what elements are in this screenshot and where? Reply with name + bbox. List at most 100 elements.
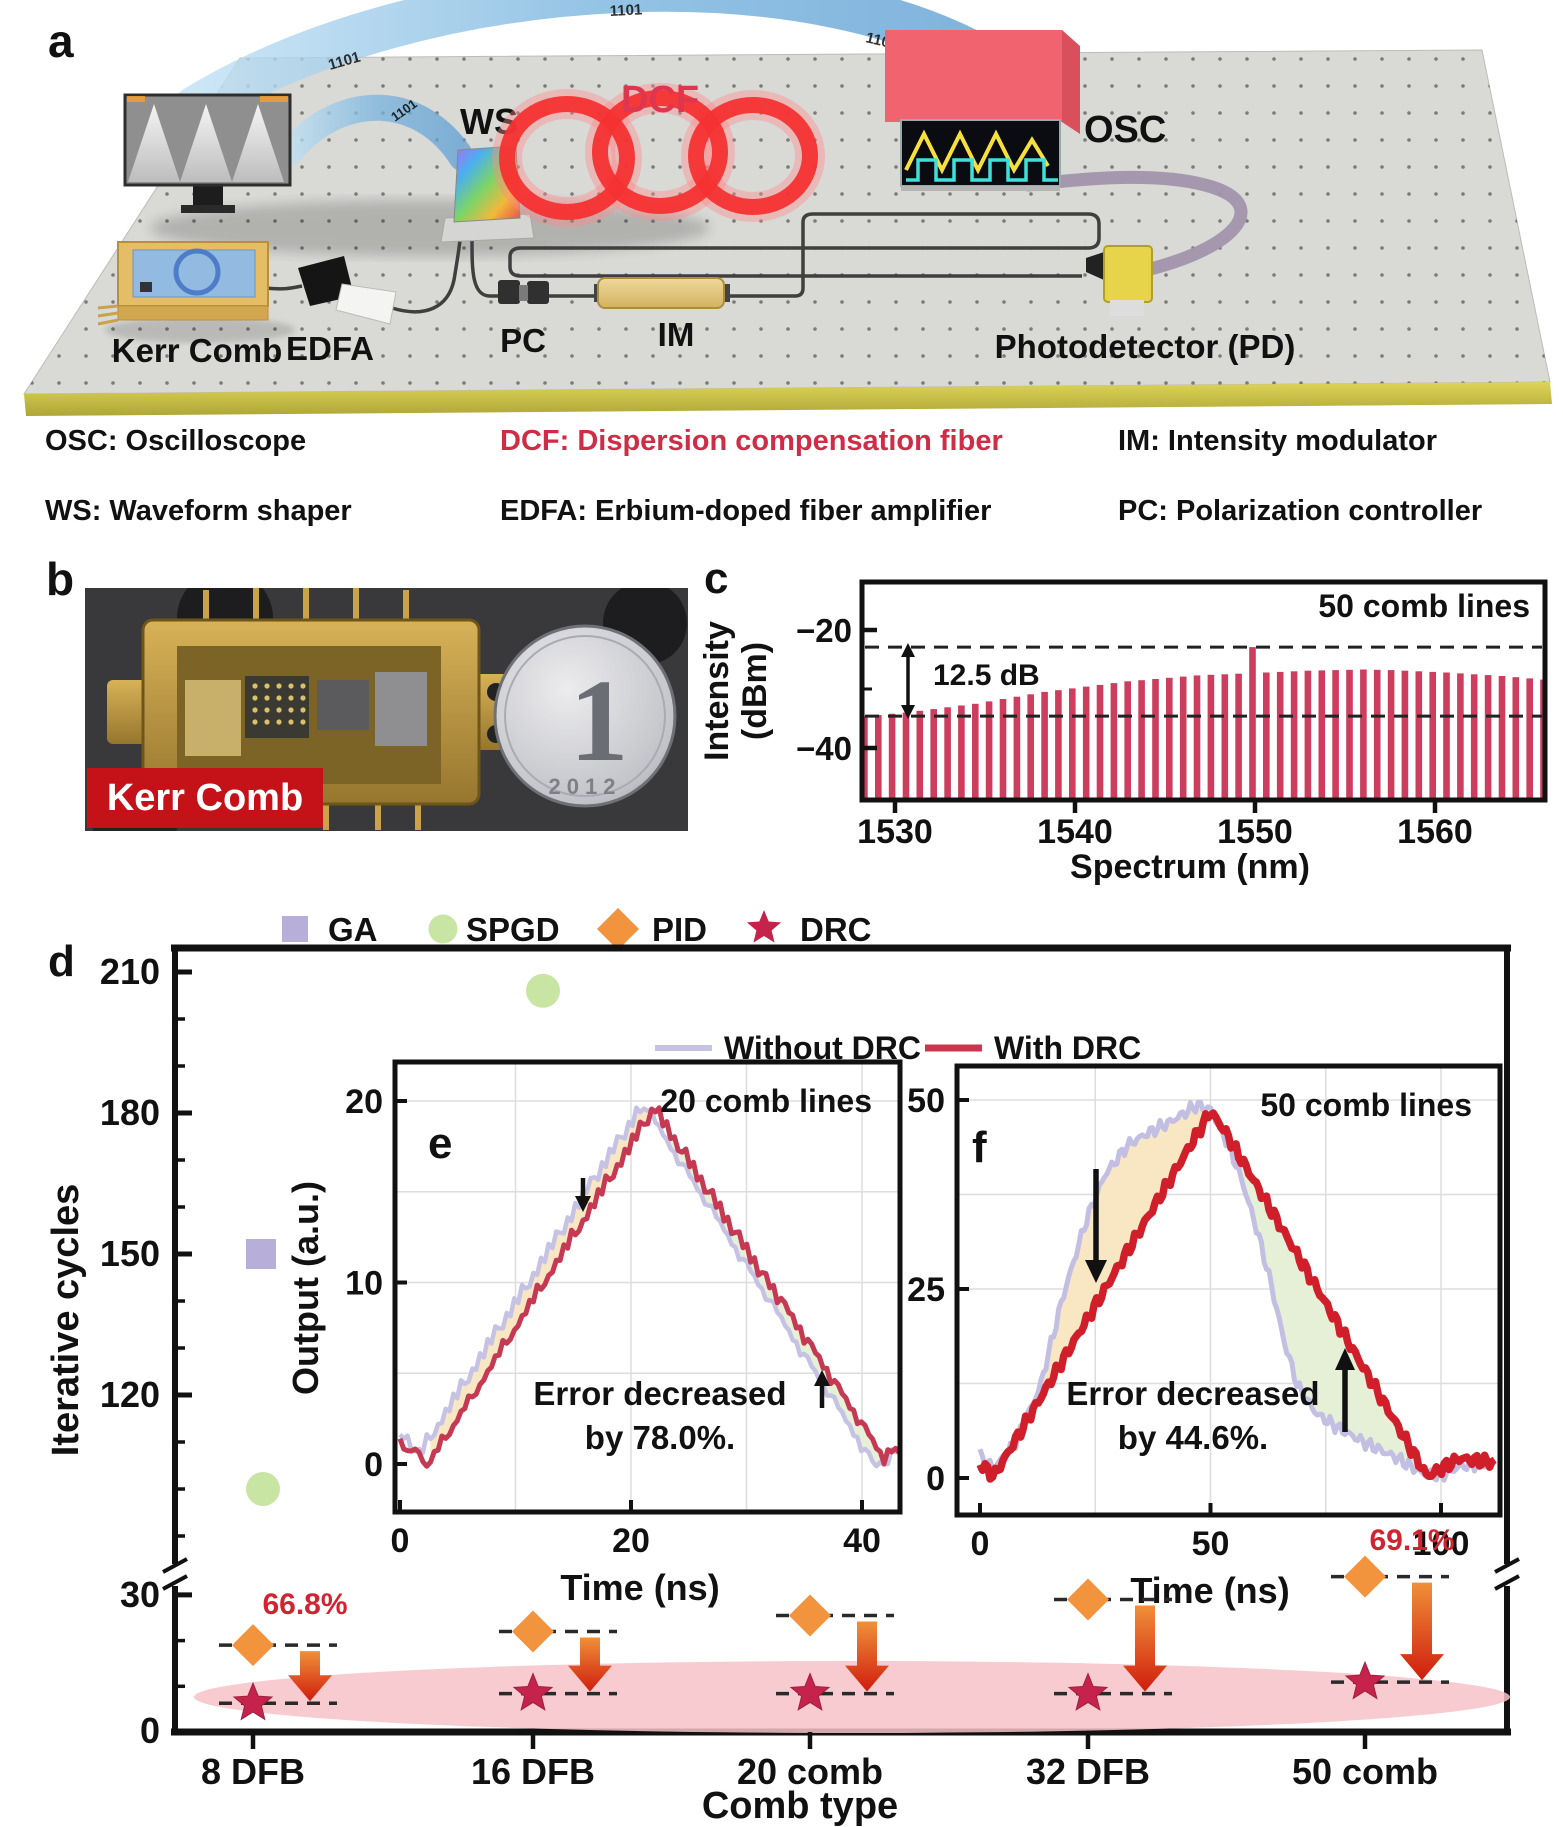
axis-tick-label: 100 — [1413, 1525, 1470, 1563]
drc-highlight-ellipse — [194, 1661, 1510, 1733]
experimental-setup-illustration: 1101 1101 1101 1101 WS — [23, 0, 1552, 416]
comb-type-label: 32 DFB — [1026, 1751, 1150, 1792]
spgd-point — [246, 1472, 280, 1506]
fiber-edfa-to-ws — [391, 239, 462, 314]
axis-tick-label: 0 — [971, 1525, 990, 1563]
kerr-comb-badge-text: Kerr Comb — [107, 777, 303, 819]
e-note-line1: Error decreased — [533, 1375, 786, 1412]
comb-type-label: 50 comb — [1292, 1751, 1438, 1792]
comb-line-bar — [1332, 670, 1339, 798]
coin-ring — [504, 635, 666, 797]
comb-line-bar — [1152, 679, 1159, 798]
d-xlabel: Comb type — [702, 1785, 898, 1827]
comb-line-bar — [1443, 672, 1450, 798]
osc-triangle-trace — [904, 129, 1050, 175]
package-pin — [375, 802, 381, 830]
axis-tick-label: 0 — [926, 1460, 945, 1498]
comb-line-bar — [944, 707, 951, 798]
comb-line-bar — [1013, 696, 1021, 798]
ga-marker — [282, 916, 308, 942]
kerr-comb-label: Kerr Comb — [112, 332, 283, 369]
drc-marker — [746, 910, 782, 943]
comb-line-bar — [1360, 669, 1367, 798]
abbrev-pc: PC: Polarization controller — [1118, 495, 1483, 527]
kerr-comb-badge — [87, 768, 323, 828]
c-db-arrow — [901, 643, 915, 719]
comb-line-bar — [1429, 671, 1436, 798]
comb-line-bar — [1290, 671, 1298, 798]
axis-break-mark — [162, 1557, 188, 1574]
pid-point — [789, 1594, 831, 1637]
inset-e-label: e — [428, 1119, 452, 1168]
comb-line-bar — [1498, 676, 1506, 798]
db-arrow-head-up — [901, 643, 915, 657]
abbrev-im: IM: Intensity modulator — [1118, 425, 1437, 457]
pid-legend-label: PID — [652, 911, 707, 948]
c-annotation: 50 comb lines — [1318, 588, 1530, 624]
error-shade — [1228, 1135, 1437, 1480]
inset-e-bg — [395, 1062, 900, 1512]
axis-tick-label: 50 — [1192, 1525, 1230, 1563]
inset-f-title: 50 comb lines — [1260, 1087, 1472, 1123]
oscilloscope-device — [885, 30, 1080, 191]
d-bottom-points — [219, 1555, 1449, 1721]
dcf-label: DCF — [621, 79, 699, 121]
reduction-label-1: 66.8% — [262, 1588, 347, 1621]
intensity-modulator-device — [594, 277, 730, 309]
coin: 1 2012 — [493, 624, 677, 808]
kerr-comb-shadow — [105, 317, 295, 343]
im-label: IM — [658, 316, 695, 353]
binary-digits: 1101 — [609, 1, 642, 20]
data-stream-arc-small — [277, 94, 475, 171]
im-body — [597, 277, 725, 309]
with-drc-curve — [976, 1109, 1497, 1483]
d-top-points — [246, 973, 560, 1506]
comb-spectrum-chart: c −20 −40 1530 1540 1550 1560 12.5 dB 50 comb… — [698, 554, 1548, 886]
axis-tick-label: 25 — [907, 1271, 945, 1309]
inset-e-title: 20 comb lines — [660, 1083, 872, 1119]
monitor-base — [181, 205, 235, 213]
package-pin — [203, 590, 209, 626]
comb-type-label: 20 comb — [737, 1751, 883, 1792]
spgd-marker — [428, 914, 458, 944]
comb-line-bar — [875, 715, 882, 798]
comb-line-bar — [1484, 675, 1492, 798]
axis-tick-label: 120 — [100, 1374, 160, 1415]
edfa-label: EDFA — [286, 330, 374, 367]
inset-e-frame — [392, 1059, 903, 1515]
comb-line-bar — [1207, 674, 1215, 798]
breadboard-front-edge — [24, 382, 1552, 416]
breadboard-hole-grid — [24, 50, 1550, 394]
inset-e-ticks: 0 20 40 0 10 20 — [345, 1083, 881, 1560]
comb-type-label: 16 DFB — [471, 1751, 595, 1792]
c-ylabel-line1: Intensity — [698, 621, 736, 761]
comb-line-bar — [1041, 691, 1048, 798]
comb-line-bar — [902, 712, 910, 798]
d-axis-group: 210 180 150 120 30 0 — [100, 951, 192, 1751]
comb-line-bar — [1373, 669, 1381, 798]
butterfly-package — [107, 588, 519, 830]
package-pin — [303, 588, 309, 626]
axis-break-mark — [1494, 1574, 1520, 1591]
error-arrow-up-head — [814, 1370, 830, 1386]
reduction-label-2: 69.1% — [1369, 1524, 1454, 1557]
panel-a-label: a — [48, 15, 74, 67]
comb-line-bar — [972, 703, 979, 799]
axis-tick-label: −20 — [796, 612, 852, 649]
comb-line-bar — [999, 699, 1007, 798]
pd-lens — [1086, 252, 1104, 280]
axis-tick-label: 1530 — [857, 813, 933, 851]
kerr-comb-photo: 1 2012 Kerr Comb — [85, 588, 688, 831]
spgd-point — [526, 973, 560, 1008]
fiber-serpentine — [470, 212, 1101, 298]
spgd-legend-label: SPGD — [466, 911, 560, 948]
comb-line-bar — [1069, 688, 1076, 798]
coin-year: 2012 — [549, 774, 622, 799]
cable-pd-to-osc — [1021, 170, 1248, 279]
reduction-arrow — [568, 1637, 612, 1692]
error-arrow-up-head — [1335, 1348, 1355, 1370]
osc-screen — [900, 119, 1061, 187]
reduction-arrow — [288, 1651, 332, 1702]
e-note-line2: by 78.0%. — [585, 1419, 735, 1456]
pd-label: Photodetector (PD) — [995, 328, 1296, 365]
